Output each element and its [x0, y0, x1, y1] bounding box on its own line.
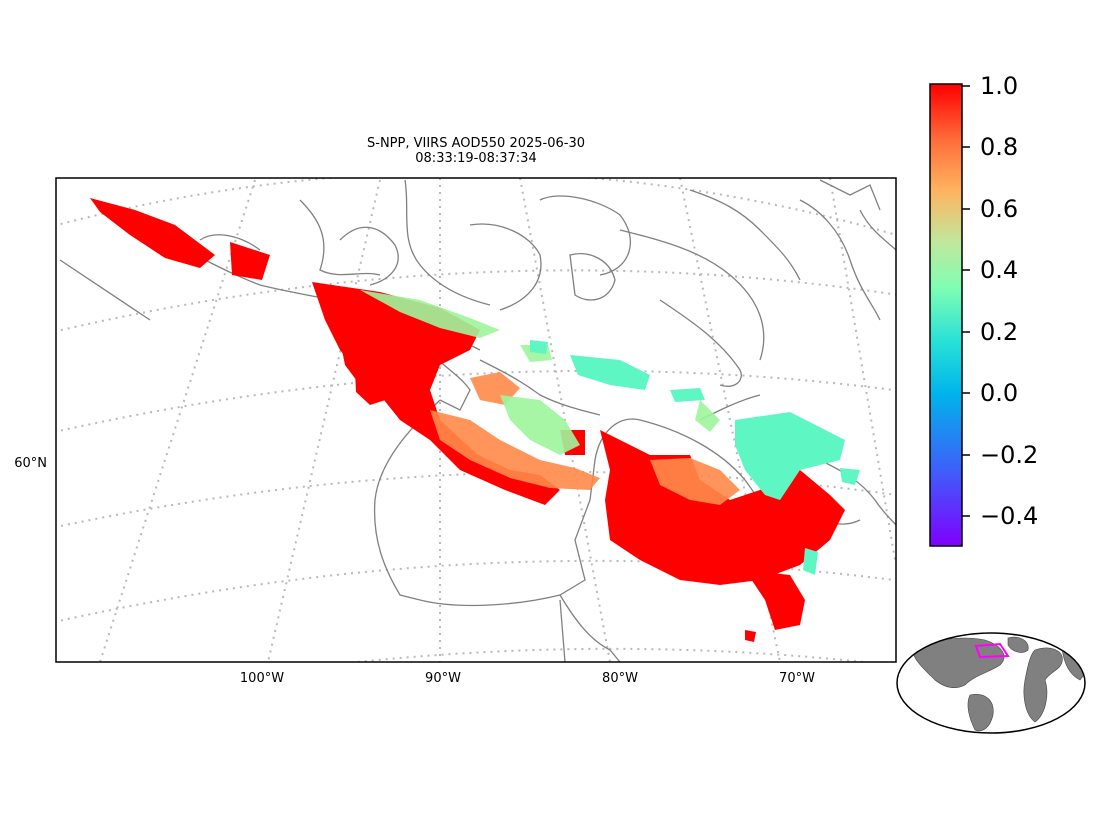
lon-label-70w: 70°W: [779, 671, 815, 686]
world-locator-globe: [896, 632, 1086, 734]
colorbar-tick-0.0: 0.0: [980, 379, 1018, 407]
aod-swath: [90, 198, 860, 642]
lon-label-80w: 80°W: [602, 671, 638, 686]
colorbar-ticks: [962, 85, 970, 517]
map-title-line2: 08:33:19-08:37:34: [415, 151, 536, 166]
colorbar-tick-0.6: 0.6: [980, 195, 1018, 223]
colorbar-tick-0.8: 0.8: [980, 133, 1018, 161]
aod-low-values: [360, 290, 720, 455]
map-frame: [55, 177, 897, 663]
aod-mid-values: [430, 372, 740, 505]
colorbar-tick-0.4: 0.4: [980, 256, 1018, 284]
lon-label-100w: 100°W: [240, 671, 284, 686]
map-panel: [55, 177, 897, 663]
lon-label-90w: 90°W: [425, 671, 461, 686]
colorbar-gradient: [929, 83, 963, 547]
colorbar-tick-minus-0.2: −0.2: [980, 441, 1038, 469]
map-title-line1: S-NPP, VIIRS AOD550 2025-06-30: [367, 136, 585, 151]
lat-label-60n: 60°N: [14, 456, 47, 471]
colorbar-tick-0.2: 0.2: [980, 318, 1018, 346]
colorbar-tick-minus-0.4: −0.4: [980, 502, 1038, 530]
swath-highlight-outline: [974, 642, 1010, 659]
colorbar-tick-1.0: 1.0: [980, 72, 1018, 100]
aod-near-zero-values: [530, 340, 860, 575]
colorbar: 1.0 0.8 0.6 0.4 0.2 0.0 −0.2 −0.4: [929, 72, 1038, 547]
